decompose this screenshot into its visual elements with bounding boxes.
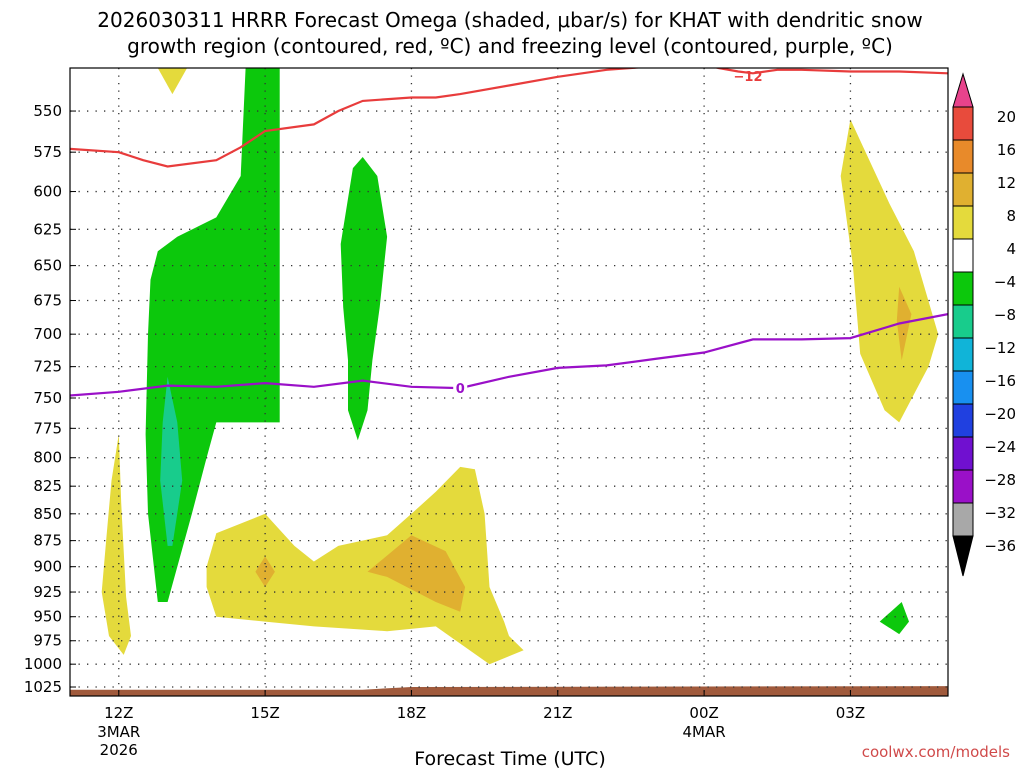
x-tick-sublabel-0-0: 3MAR bbox=[97, 723, 140, 741]
y-tick-label-675: 675 bbox=[33, 292, 62, 310]
colorbar-label-8: −16 bbox=[984, 372, 1016, 390]
y-tick-label-800: 800 bbox=[33, 449, 62, 467]
y-tick-label-925: 925 bbox=[33, 583, 62, 601]
dgz-contour-line bbox=[70, 68, 948, 168]
y-tick-label-950: 950 bbox=[33, 608, 62, 626]
y-tick-label-1025: 1025 bbox=[24, 678, 62, 696]
omega-region-sink-lower-middle bbox=[206, 466, 524, 665]
y-tick-label-1000: 1000 bbox=[24, 655, 62, 673]
colorbar-swatch-13 bbox=[952, 502, 974, 537]
colorbar-label-2: 12 bbox=[997, 174, 1016, 192]
contour-layer: −12 0 bbox=[70, 68, 948, 397]
colorbar-label-1: 16 bbox=[997, 141, 1016, 159]
colorbar-label-11: −28 bbox=[984, 471, 1016, 489]
colorbar-swatch-7 bbox=[952, 304, 974, 339]
colorbar-label-6: −8 bbox=[994, 306, 1016, 324]
colorbar-label-13: −36 bbox=[984, 537, 1016, 555]
colorbar-swatch-1 bbox=[952, 106, 974, 141]
y-tick-label-625: 625 bbox=[33, 220, 62, 238]
colorbar-swatch-4 bbox=[952, 205, 974, 240]
credit-text: coolwx.com/models bbox=[862, 743, 1010, 761]
x-axis-label: Forecast Time (UTC) bbox=[414, 748, 605, 768]
omega-region-sink-left-strip bbox=[101, 434, 131, 655]
colorbar-swatch-10 bbox=[952, 403, 974, 438]
x-tick-label-0: 12Z bbox=[104, 704, 133, 722]
x-tick-label-2: 18Z bbox=[397, 704, 426, 722]
y-tick-label-650: 650 bbox=[33, 257, 62, 275]
x-tick-sublabel-0-1: 2026 bbox=[100, 741, 138, 759]
y-tick-label-575: 575 bbox=[33, 143, 62, 161]
colorbar-swatch-11 bbox=[952, 436, 974, 471]
colorbar-label-5: −4 bbox=[994, 273, 1016, 291]
x-tick-label-1: 15Z bbox=[250, 704, 279, 722]
colorbar-swatch-2 bbox=[952, 139, 974, 174]
omega-shading bbox=[101, 68, 939, 665]
x-tick-label-4: 00Z bbox=[689, 704, 718, 722]
colorbar-label-0: 20 bbox=[997, 108, 1016, 126]
plot-frame bbox=[69, 67, 949, 697]
colorbar-label-7: −12 bbox=[984, 339, 1016, 357]
y-tick-label-550: 550 bbox=[33, 102, 62, 120]
y-tick-label-900: 900 bbox=[33, 558, 62, 576]
chart-title-line-1: 2026030311 HRRR Forecast Omega (shaded, … bbox=[97, 8, 922, 32]
omega-region-column-17z bbox=[340, 157, 388, 441]
chart-title-line-2: growth region (contoured, red, ºC) and f… bbox=[127, 34, 893, 58]
colorbar-label-3: 8 bbox=[1006, 207, 1016, 225]
freezing-level-line bbox=[70, 313, 948, 397]
y-tick-label-775: 775 bbox=[33, 419, 62, 437]
colorbar-label-12: −32 bbox=[984, 504, 1016, 522]
colorbar-label-9: −20 bbox=[984, 405, 1016, 423]
colorbar-top-arrow bbox=[952, 72, 974, 108]
omega-region-rising-right-blob bbox=[879, 602, 909, 635]
x-tick-sublabel-4-0: 4MAR bbox=[683, 723, 726, 741]
y-tick-label-725: 725 bbox=[33, 358, 62, 376]
omega-region-sink-top bbox=[157, 68, 188, 95]
freezing-label-bg bbox=[453, 381, 468, 396]
colorbar-label-4: 4 bbox=[1006, 240, 1016, 258]
y-tick-label-850: 850 bbox=[33, 505, 62, 523]
y-tick-label-975: 975 bbox=[33, 632, 62, 650]
omega-region-sink-right bbox=[840, 119, 939, 423]
y-tick-label-875: 875 bbox=[33, 532, 62, 550]
y-tick-label-700: 700 bbox=[33, 325, 62, 343]
grid-dots bbox=[70, 68, 948, 696]
colorbar-swatch-12 bbox=[952, 469, 974, 504]
terrain-fill bbox=[70, 686, 948, 696]
x-tick-label-5: 03Z bbox=[836, 704, 865, 722]
dgz-contour-label: −12 bbox=[734, 70, 763, 85]
freezing-level-label: 0 bbox=[456, 382, 465, 397]
colorbar-swatch-5 bbox=[952, 238, 974, 273]
omega-region-sink-lower-core-b bbox=[367, 535, 466, 612]
y-tick-label-750: 750 bbox=[33, 389, 62, 407]
y-tick-label-825: 825 bbox=[33, 477, 62, 495]
y-axis: 550 575 600 625 650 675 700 725 750 775 800 825 850 8… bbox=[24, 102, 76, 696]
colorbar-swatch-9 bbox=[952, 370, 974, 405]
colorbar: 20 16 12 8 4 −4 −8 −12 −16 −20 −24 −28 −32 −36 bbox=[952, 72, 1016, 577]
omega-region-core-13z bbox=[160, 376, 183, 546]
colorbar-swatch-8 bbox=[952, 337, 974, 372]
colorbar-swatch-3 bbox=[952, 172, 974, 207]
y-tick-label-600: 600 bbox=[33, 183, 62, 201]
x-tick-label-3: 21Z bbox=[543, 704, 572, 722]
colorbar-bottom-arrow bbox=[952, 535, 974, 577]
colorbar-label-10: −24 bbox=[984, 438, 1016, 456]
terrain-layer bbox=[70, 686, 948, 696]
colorbar-swatch-6 bbox=[952, 271, 974, 306]
